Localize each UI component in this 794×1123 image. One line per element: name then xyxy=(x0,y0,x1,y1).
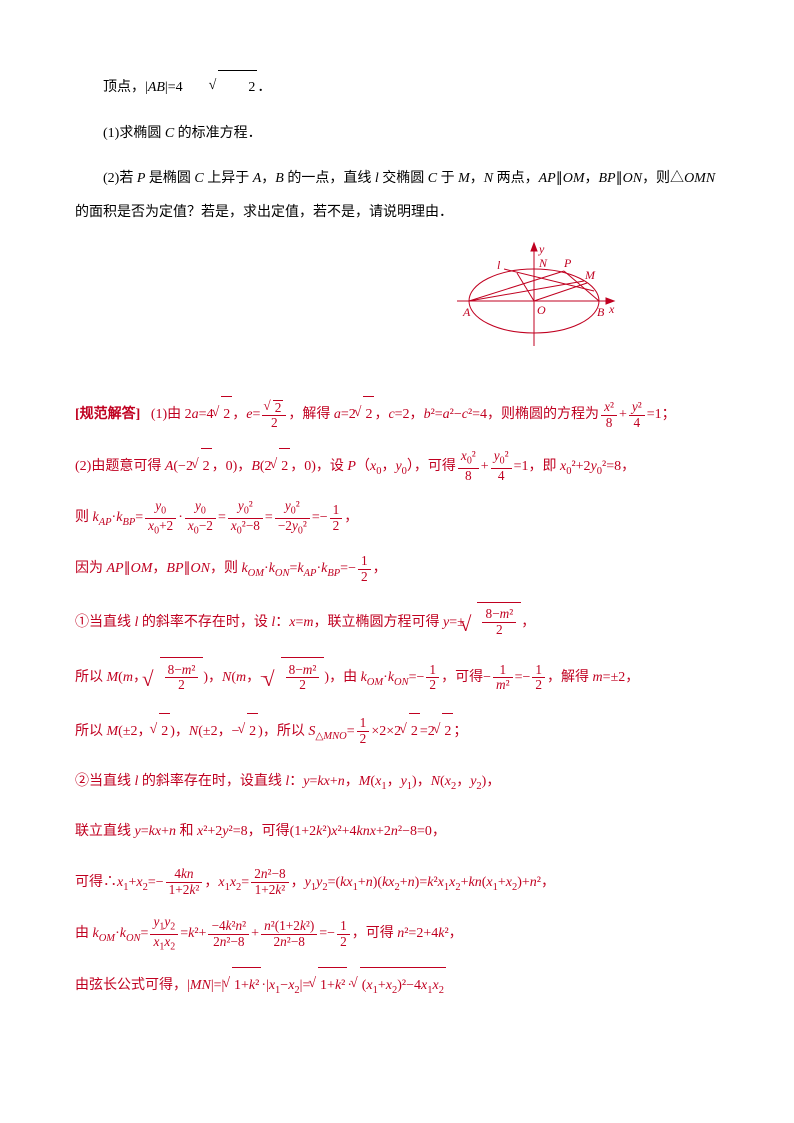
problem-intro: 顶点，|AB|=42． xyxy=(75,70,719,105)
answer-2c: 因为 AP∥OM，BP∥ON，则 kOM·kON=kAP·kBP=−12， xyxy=(75,551,719,587)
text: 联立直线 y=kx+n 和 x²+2y²=8，可得(1+2k²)x²+4knx+… xyxy=(75,824,446,839)
answer-1: [规范解答] (1)由 2a=42，e=22，解得 a=22，c=2，b²=a²… xyxy=(75,396,719,433)
answer-heading: [规范解答] xyxy=(75,407,140,422)
svg-text:x: x xyxy=(608,302,615,316)
text: (2)若 P 是椭圆 C 上异于 A，B 的一点，直线 l 交椭圆 C 于 M，… xyxy=(75,171,715,220)
ellipse-figure: y x O A B N P M l xyxy=(449,241,619,361)
text: 则 kAP·kBP=y0x0+2·y0x0−2=y0²x0²−8=y0²−2y0… xyxy=(75,510,358,525)
text: 顶点，|AB|=42． xyxy=(103,80,271,95)
question-1: (1)求椭圆 C 的标准方程． xyxy=(75,117,719,151)
text: 由 kOM·kON=y1y2x1x2=k²+−4k²n²2n²−8+n²(1+2… xyxy=(75,926,463,941)
answer-case2a: ②当直线 l 的斜率存在时，设直线 l：y=kx+n，M(x1，y1)，N(x2… xyxy=(75,764,719,800)
text: 所以 M(±2，2)，N(±2，−2)，所以 S△MNO=12×2×22=22； xyxy=(75,724,467,739)
answer-2a: (2)由题意可得 A(−22，0)，B(22，0)，设 P（x0，y0），可得x… xyxy=(75,448,719,485)
text: (1)求椭圆 C 的标准方程． xyxy=(103,126,262,141)
text: (2)由题意可得 A(−22，0)，B(22，0)，设 P（x0，y0），可得x… xyxy=(75,459,635,474)
text: 所以 M(m，8−m²2)，N(m，−8−m²2)，由 kOM·kON=−12，… xyxy=(75,670,639,685)
answer-case1b: 所以 M(m，8−m²2)，N(m，−8−m²2)，由 kOM·kON=−12，… xyxy=(75,657,719,698)
answer-block: [规范解答] (1)由 2a=42，e=22，解得 a=22，c=2，b²=a²… xyxy=(75,396,719,1004)
figure-container: y x O A B N P M l xyxy=(75,241,719,366)
text: 可得∴x1+x2=−4kn1+2k²，x1x2=2n²−81+2k²，y1y2=… xyxy=(75,875,555,890)
svg-text:P: P xyxy=(563,256,572,270)
answer-case2d: 由 kOM·kON=y1y2x1x2=k²+−4k²n²2n²−8+n²(1+2… xyxy=(75,915,719,953)
svg-text:N: N xyxy=(538,256,548,270)
page: 顶点，|AB|=42． (1)求椭圆 C 的标准方程． (2)若 P 是椭圆 C… xyxy=(0,0,794,1059)
text: ①当直线 l 的斜率不存在时，设 l：x=m，联立椭圆方程可得 y=±8−m²2… xyxy=(75,615,535,630)
text: (1)由 2a=42，e=22，解得 a=22，c=2，b²=a²−c²=4，则… xyxy=(151,407,676,422)
answer-case1c: 所以 M(±2，2)，N(±2，−2)，所以 S△MNO=12×2×22=22； xyxy=(75,713,719,750)
text: 由弦长公式可得，|MN|=|1+k²·|x1−x2|=1+k²·(x1+x2)²… xyxy=(75,978,446,993)
answer-case2c: 可得∴x1+x2=−4kn1+2k²，x1x2=2n²−81+2k²，y1y2=… xyxy=(75,865,719,901)
svg-text:O: O xyxy=(537,303,546,317)
answer-2b: 则 kAP·kBP=y0x0+2·y0x0−2=y0²x0²−8=y0²−2y0… xyxy=(75,499,719,537)
text: ②当直线 l 的斜率存在时，设直线 l：y=kx+n，M(x1，y1)，N(x2… xyxy=(75,774,500,789)
answer-case2e: 由弦长公式可得，|MN|=|1+k²·|x1−x2|=1+k²·(x1+x2)²… xyxy=(75,967,719,1004)
svg-text:A: A xyxy=(462,305,471,319)
question-2: (2)若 P 是椭圆 C 上异于 A，B 的一点，直线 l 交椭圆 C 于 M，… xyxy=(75,162,719,229)
svg-text:y: y xyxy=(538,242,545,256)
svg-text:M: M xyxy=(584,268,596,282)
text: 因为 AP∥OM，BP∥ON，则 kOM·kON=kAP·kBP=−12， xyxy=(75,561,387,576)
svg-text:l: l xyxy=(497,258,501,272)
answer-case2b: 联立直线 y=kx+n 和 x²+2y²=8，可得(1+2k²)x²+4knx+… xyxy=(75,814,719,850)
svg-text:B: B xyxy=(597,305,605,319)
answer-case1a: ①当直线 l 的斜率不存在时，设 l：x=m，联立椭圆方程可得 y=±8−m²2… xyxy=(75,602,719,643)
